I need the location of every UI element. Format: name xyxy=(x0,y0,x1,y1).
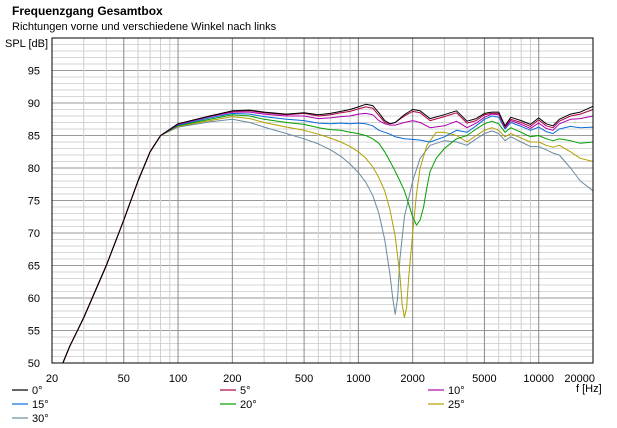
legend-label: 5° xyxy=(240,385,251,397)
x-axis-label: f [Hz] xyxy=(576,383,602,395)
x-tick-label: 50 xyxy=(118,373,130,385)
series-line xyxy=(62,112,594,364)
series-line xyxy=(62,116,594,364)
series-line xyxy=(62,103,594,364)
y-tick-label: 55 xyxy=(28,326,40,338)
x-tick-labels: 20 50 100 200 500 1000 2000 5000 10000 20000 xyxy=(46,373,595,385)
y-tick-label: 75 xyxy=(28,196,40,208)
y-tick-label: 80 xyxy=(28,163,40,175)
chart-title: Frequenzgang Gesamtbox xyxy=(12,4,163,18)
legend-label: 20° xyxy=(240,399,257,411)
x-tick-label: 1000 xyxy=(346,373,370,385)
grid xyxy=(51,37,594,364)
legend: 0° 5° 10° 15° 20° 25° 30° xyxy=(12,385,465,425)
y-tick-label: 95 xyxy=(28,66,40,78)
legend-label: 25° xyxy=(448,399,465,411)
y-tick-label: 50 xyxy=(28,358,40,370)
chart-subtitle: Richtungen vorne und verschiedene Winkel… xyxy=(12,21,277,33)
y-tick-label: 60 xyxy=(28,293,40,305)
y-axis-label: SPL [dB] xyxy=(5,38,48,50)
x-tick-label: 10000 xyxy=(523,373,554,385)
series-line xyxy=(62,118,594,364)
x-tick-label: 20000 xyxy=(564,373,595,385)
legend-label: 10° xyxy=(448,385,465,397)
legend-label: 0° xyxy=(32,385,43,397)
x-tick-label: 200 xyxy=(223,373,241,385)
x-tick-label: 5000 xyxy=(472,373,496,385)
series-lines xyxy=(62,103,594,364)
legend-label: 30° xyxy=(32,413,49,425)
y-tick-label: 70 xyxy=(28,228,40,240)
x-tick-label: 20 xyxy=(46,373,58,385)
y-tick-label: 65 xyxy=(28,261,40,273)
series-line xyxy=(62,114,594,364)
y-tick-label: 85 xyxy=(28,131,40,143)
x-tick-label: 100 xyxy=(169,373,187,385)
y-tick-labels: 50 55 60 65 70 75 80 85 90 95 xyxy=(28,66,40,371)
x-tick-label: 2000 xyxy=(400,373,424,385)
legend-label: 15° xyxy=(32,399,49,411)
y-tick-label: 90 xyxy=(28,98,40,110)
series-line xyxy=(62,111,594,364)
x-tick-label: 500 xyxy=(295,373,313,385)
series-line xyxy=(62,106,594,364)
plot-frame xyxy=(51,37,594,364)
